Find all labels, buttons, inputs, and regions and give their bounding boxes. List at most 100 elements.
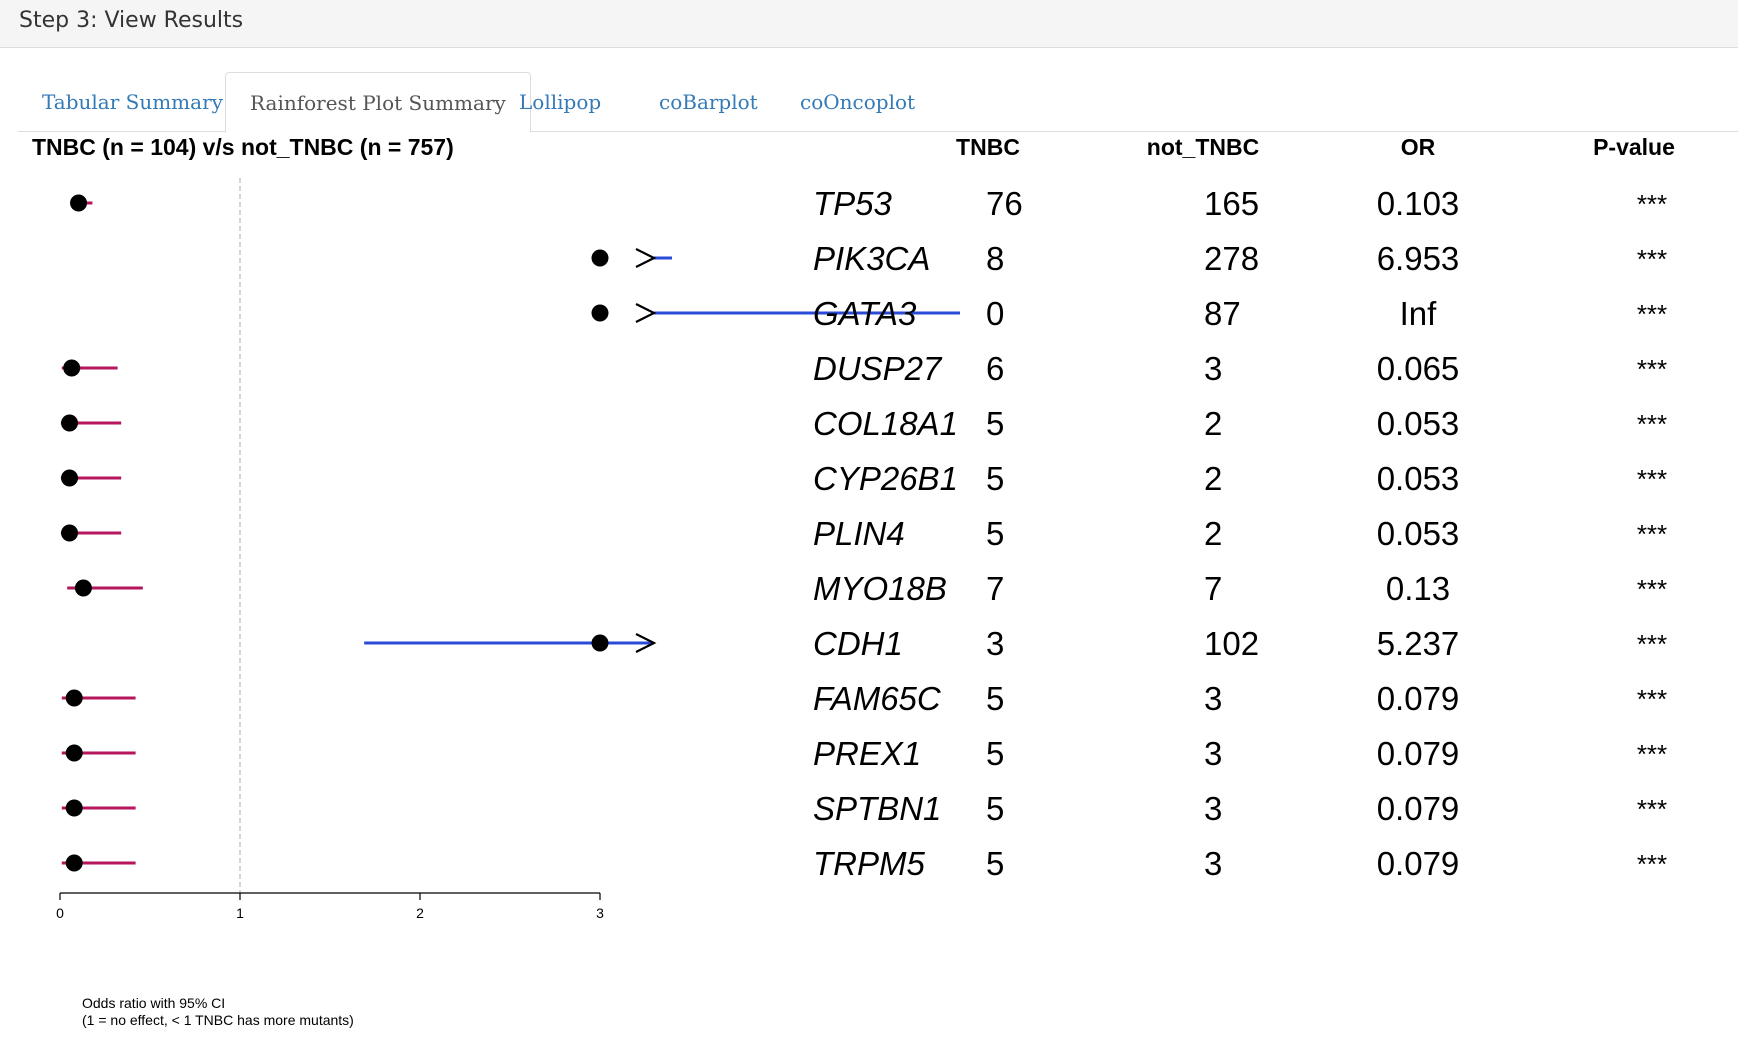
or-point [65, 744, 83, 762]
not-tnbc-count: 2 [1204, 515, 1222, 552]
or-point [70, 194, 88, 212]
axis-tick-label: 0 [56, 905, 64, 921]
tnbc-count: 8 [986, 240, 1004, 277]
tnbc-count: 5 [986, 735, 1004, 772]
odds-ratio: 0.053 [1377, 515, 1460, 552]
not-tnbc-count: 3 [1204, 350, 1222, 387]
not-tnbc-count: 7 [1204, 570, 1222, 607]
forest-row: DUSP27 6 3 0.065 *** [61, 350, 1667, 387]
tnbc-count: 5 [986, 405, 1004, 442]
or-point [65, 689, 83, 707]
or-point [61, 524, 79, 542]
not-tnbc-count: 3 [1204, 735, 1222, 772]
p-value: *** [1637, 519, 1667, 549]
tnbc-count: 5 [986, 460, 1004, 497]
gene-label: PLIN4 [813, 515, 905, 552]
or-point [65, 854, 83, 872]
tnbc-count: 5 [986, 515, 1004, 552]
p-value: *** [1637, 794, 1667, 824]
gene-label: PREX1 [813, 735, 921, 772]
column-header: TNBC [956, 134, 1020, 160]
column-header: OR [1401, 134, 1436, 160]
column-header: not_TNBC [1147, 134, 1259, 160]
column-header: P-value [1593, 134, 1675, 160]
truncation-arrow [635, 248, 657, 268]
gene-label: COL18A1 [813, 405, 958, 442]
axis-tick-label: 2 [416, 905, 424, 921]
forest-row: TP53 76 165 0.103 *** [70, 185, 1667, 222]
tnbc-count: 5 [986, 680, 1004, 717]
p-value: *** [1637, 244, 1667, 274]
not-tnbc-count: 102 [1204, 625, 1259, 662]
forest-row: COL18A1 5 2 0.053 *** [60, 405, 1667, 442]
odds-ratio: 6.953 [1377, 240, 1460, 277]
p-value: *** [1637, 464, 1667, 494]
p-value: *** [1637, 354, 1667, 384]
forest-row: FAM65C 5 3 0.079 *** [61, 680, 1667, 717]
not-tnbc-count: 3 [1204, 845, 1222, 882]
forest-row: SPTBN1 5 3 0.079 *** [61, 790, 1667, 827]
gene-label: PIK3CA [813, 240, 930, 277]
or-point [61, 414, 79, 432]
forest-row: MYO18B 7 7 0.13 *** [67, 570, 1667, 607]
tab-cobarplot[interactable]: coBarplot [659, 90, 758, 114]
gene-label: FAM65C [813, 680, 942, 717]
or-point [65, 799, 83, 817]
panel-header: Step 3: View Results [0, 0, 1738, 48]
not-tnbc-count: 278 [1204, 240, 1259, 277]
forest-rows: TP53 76 165 0.103 ***PIK3CA 8 278 6.953 ***GATA3… [60, 185, 1667, 882]
odds-ratio: 0.13 [1386, 570, 1450, 607]
forest-row: CYP26B1 5 2 0.053 *** [60, 460, 1667, 497]
axis-tick-label: 3 [596, 905, 604, 921]
odds-ratio: 0.065 [1377, 350, 1460, 387]
gene-label: CYP26B1 [813, 460, 958, 497]
odds-ratio: 0.103 [1377, 185, 1460, 222]
odds-ratio: 0.053 [1377, 405, 1460, 442]
truncation-arrow [635, 303, 657, 323]
odds-ratio: 5.237 [1377, 625, 1460, 662]
gene-label: TP53 [813, 185, 893, 222]
x-axis: 0 1 2 3 [56, 892, 604, 921]
or-point [74, 579, 92, 597]
odds-ratio: 0.053 [1377, 460, 1460, 497]
tab-rainforest-plot-summary[interactable]: Rainforest Plot Summary [225, 72, 531, 133]
p-value: *** [1637, 189, 1667, 219]
or-point [63, 359, 81, 377]
not-tnbc-count: 2 [1204, 460, 1222, 497]
p-value: *** [1637, 574, 1667, 604]
tnbc-count: 5 [986, 845, 1004, 882]
rainforest-plot: TNBC (n = 104) v/s not_TNBC (n = 757) TN… [32, 134, 1675, 1028]
gene-label: CDH1 [813, 625, 903, 662]
p-value: *** [1637, 409, 1667, 439]
tab-lollipop[interactable]: Lollipop [519, 90, 602, 114]
tnbc-count: 7 [986, 570, 1004, 607]
forest-row: TRPM5 5 3 0.079 *** [61, 845, 1667, 882]
not-tnbc-count: 3 [1204, 790, 1222, 827]
p-value: *** [1637, 684, 1667, 714]
tab-bar: Tabular Summary Rainforest Plot Summary … [18, 72, 1738, 133]
tab-tabular-summary[interactable]: Tabular Summary [42, 90, 223, 114]
tnbc-count: 5 [986, 790, 1004, 827]
odds-ratio: 0.079 [1377, 680, 1460, 717]
forest-row: PLIN4 5 2 0.053 *** [60, 515, 1667, 552]
forest-row: PIK3CA 8 278 6.953 *** [591, 240, 1667, 277]
or-point [61, 469, 79, 487]
gene-label: TRPM5 [813, 845, 925, 882]
or-point [591, 634, 609, 652]
odds-ratio: 0.079 [1377, 845, 1460, 882]
odds-ratio: Inf [1400, 295, 1438, 332]
gene-label: DUSP27 [813, 350, 943, 387]
tab-cooncoplot[interactable]: coOncoplot [800, 90, 916, 114]
not-tnbc-count: 165 [1204, 185, 1259, 222]
or-point [591, 249, 609, 267]
odds-ratio: 0.079 [1377, 790, 1460, 827]
footnote-line-1: Odds ratio with 95% CI [82, 995, 225, 1011]
not-tnbc-count: 87 [1204, 295, 1241, 332]
p-value: *** [1637, 629, 1667, 659]
forest-row: PREX1 5 3 0.079 *** [61, 735, 1667, 772]
gene-label: MYO18B [813, 570, 947, 607]
gene-label: SPTBN1 [813, 790, 941, 827]
plot-title: TNBC (n = 104) v/s not_TNBC (n = 757) [32, 134, 454, 160]
p-value: *** [1637, 739, 1667, 769]
gene-label: GATA3 [813, 295, 917, 332]
